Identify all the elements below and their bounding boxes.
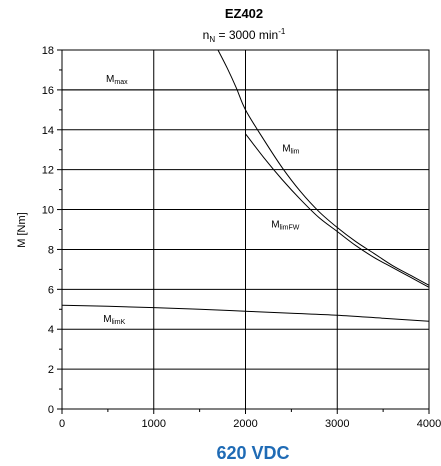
y-tick-label-16: 16 [42,85,54,97]
y-tick-label-12: 12 [42,165,54,177]
x-tick-label-2000: 2000 [233,418,257,430]
y-tick-label-10: 10 [42,205,54,217]
series-line-m-limk [61,304,430,322]
x-tick-labels: 0 1000 2000 3000 4000 [59,418,441,430]
chart-title: EZ402 [225,6,263,21]
y-tick-label-6: 6 [48,284,54,296]
x-tick-label-3000: 3000 [325,418,349,430]
series-line-m-lim [217,49,430,286]
y-tick-label-0: 0 [48,404,54,416]
y-axis-label: M [Nm] [16,212,28,247]
subtitle-sup: -1 [278,27,286,36]
y-tick-labels: 0 2 4 6 8 10 12 14 16 18 [42,45,54,416]
chart-subtitle: nN = 3000 min-1 [203,27,286,44]
series-line-m-limfw [245,133,430,288]
y-tick-label-18: 18 [42,45,54,57]
series-label-sub: max [114,79,128,86]
subtitle-sub: N [209,35,215,44]
series-label-main: M [106,74,114,85]
tick-marks [57,49,430,414]
series-label-m-limk: MlimK [103,314,125,326]
series-label-m-max: Mmax [106,74,128,86]
grid-lines [62,50,429,409]
subtitle-rest: = 3000 min [215,28,278,42]
series-label-sub: lim [291,149,300,156]
series-label-main: M [282,144,290,155]
series-label-m-lim: Mlim [282,144,299,156]
y-tick-label-4: 4 [48,324,54,336]
voltage-label: 620 VDC [216,443,289,463]
subtitle-main: n [203,28,210,42]
y-tick-label-8: 8 [48,244,54,256]
series-layer [61,49,430,322]
series-label-sub: limK [112,319,126,326]
series-label-sub: limFW [280,225,300,232]
x-tick-label-4000: 4000 [417,418,441,430]
x-tick-label-1000: 1000 [142,418,166,430]
series-label-m-limfw: MlimFW [271,220,300,232]
y-tick-label-14: 14 [42,125,54,137]
series-label-main: M [271,220,279,231]
x-tick-label-0: 0 [59,418,65,430]
y-tick-label-2: 2 [48,364,54,376]
series-label-main: M [103,314,111,325]
